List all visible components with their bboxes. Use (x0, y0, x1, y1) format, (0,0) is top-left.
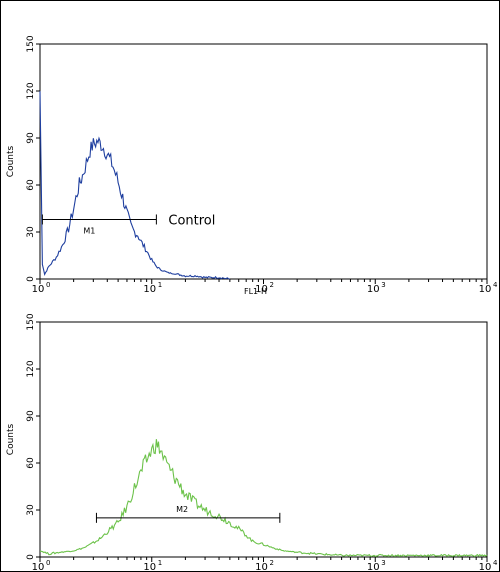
plot-area-2 (39, 321, 488, 558)
x-tick-label: 10 (255, 562, 268, 572)
x-tick-label: 10 (479, 284, 492, 295)
control-annotation: Control (168, 213, 215, 228)
y-tick-label: 30 (26, 226, 36, 238)
plot-area-1 (39, 43, 488, 280)
y-tick-label: 60 (26, 179, 36, 191)
x-axis-label: FL1-H (244, 287, 267, 296)
x-tick-label: 10 (479, 562, 492, 572)
x-tick-exponent: 4 (493, 281, 498, 289)
y-tick-label: 30 (26, 504, 36, 516)
y-tick-label: 60 (26, 457, 36, 469)
x-tick-exponent: 1 (158, 281, 162, 289)
marker-label: M2 (176, 505, 188, 514)
histogram-series-2 (39, 439, 488, 558)
x-tick-exponent: 0 (46, 559, 50, 567)
y-axis-label: Counts (6, 423, 16, 455)
y-tick-label: 90 (26, 132, 36, 144)
x-tick-exponent: 3 (381, 559, 385, 567)
x-tick-label: 10 (255, 284, 268, 295)
x-tick-label: 10 (143, 284, 156, 295)
x-tick-exponent: 2 (270, 281, 274, 289)
y-tick-label: 0 (26, 554, 36, 560)
marker-label: M1 (83, 226, 95, 235)
x-tick-exponent: 2 (270, 559, 274, 567)
x-tick-exponent: 3 (381, 281, 385, 289)
y-tick-label: 150 (26, 313, 36, 330)
x-tick-label: 10 (32, 284, 45, 295)
y-axis-label: Counts (6, 145, 16, 177)
x-tick-exponent: 4 (493, 559, 498, 567)
y-tick-label: 120 (26, 360, 36, 377)
x-tick-exponent: 0 (46, 281, 50, 289)
x-tick-exponent: 1 (158, 559, 162, 567)
y-tick-label: 90 (26, 410, 36, 422)
x-tick-label: 10 (143, 562, 156, 572)
histogram-series-1 (39, 91, 230, 280)
y-tick-label: 150 (26, 35, 36, 52)
y-tick-label: 0 (26, 276, 36, 282)
x-tick-label: 10 (32, 562, 45, 572)
y-tick-label: 120 (26, 82, 36, 99)
x-tick-label: 10 (367, 284, 380, 295)
x-tick-label: 10 (367, 562, 380, 572)
